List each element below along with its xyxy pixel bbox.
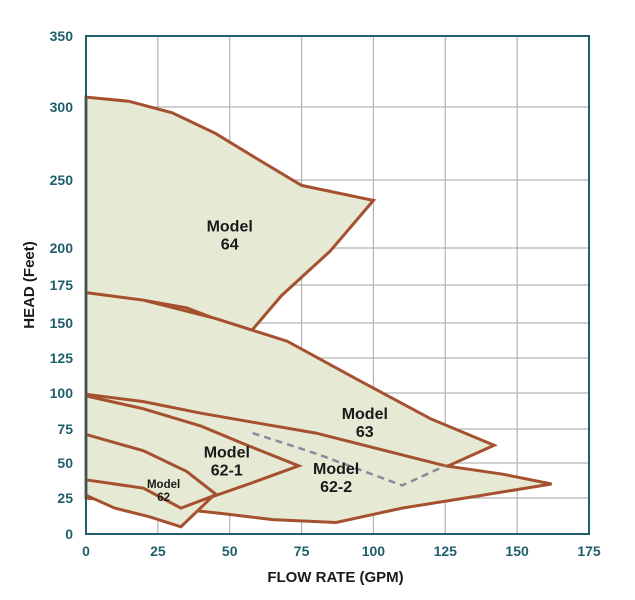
y-tick-label: 250 bbox=[50, 172, 74, 188]
y-tick-label: 300 bbox=[50, 99, 74, 115]
y-tick-label: 150 bbox=[50, 315, 74, 331]
model-64-label-line: 64 bbox=[221, 237, 239, 254]
y-tick-label: 75 bbox=[57, 421, 73, 437]
y-axis-ticks: 0 25 50 75 100 125 150 175 200 250 300 350 bbox=[50, 28, 74, 542]
y-tick-label: 125 bbox=[50, 350, 74, 366]
model-62-1-label-line: Model bbox=[204, 445, 250, 462]
y-tick-label: 50 bbox=[57, 455, 73, 471]
x-tick-label: 75 bbox=[294, 543, 310, 559]
y-tick-label: 25 bbox=[57, 490, 73, 506]
y-tick-label: 350 bbox=[50, 28, 74, 44]
x-tick-label: 50 bbox=[222, 543, 238, 559]
plot-frame bbox=[85, 35, 590, 535]
y-tick-label: 100 bbox=[50, 385, 74, 401]
x-tick-label: 100 bbox=[362, 543, 386, 559]
model-62-2-label-line: Model bbox=[313, 461, 359, 478]
model-63-label-line: 63 bbox=[356, 424, 374, 441]
y-tick-label: 200 bbox=[50, 240, 74, 256]
x-axis-ticks: 0 25 50 75 100 125 150 175 bbox=[82, 543, 601, 559]
x-axis-title: FLOW RATE (GPM) bbox=[267, 569, 403, 586]
x-tick-label: 150 bbox=[505, 543, 529, 559]
x-tick-label: 0 bbox=[82, 543, 90, 559]
model-63-label-line: Model bbox=[342, 406, 388, 423]
inner-curve-region bbox=[85, 478, 216, 510]
x-tick-label: 175 bbox=[577, 543, 601, 559]
y-tick-label: 175 bbox=[50, 277, 74, 293]
model-62-label-line: 62 bbox=[157, 492, 170, 504]
model-62-region bbox=[84, 432, 218, 529]
model-62-1-label-line: 62-1 bbox=[211, 463, 243, 480]
model-62-label-line: Model bbox=[147, 479, 180, 491]
y-tick-label: 0 bbox=[65, 526, 73, 542]
model-regions bbox=[84, 95, 552, 529]
model-62-2-label-line: 62-2 bbox=[320, 479, 352, 496]
model-64-label-line: Model bbox=[207, 219, 253, 236]
x-tick-label: 125 bbox=[434, 543, 458, 559]
dashed-boundary bbox=[252, 431, 446, 487]
x-tick-label: 25 bbox=[150, 543, 166, 559]
dashed-boundary-line bbox=[252, 431, 446, 487]
y-axis-title: HEAD (Feet) bbox=[21, 241, 38, 329]
